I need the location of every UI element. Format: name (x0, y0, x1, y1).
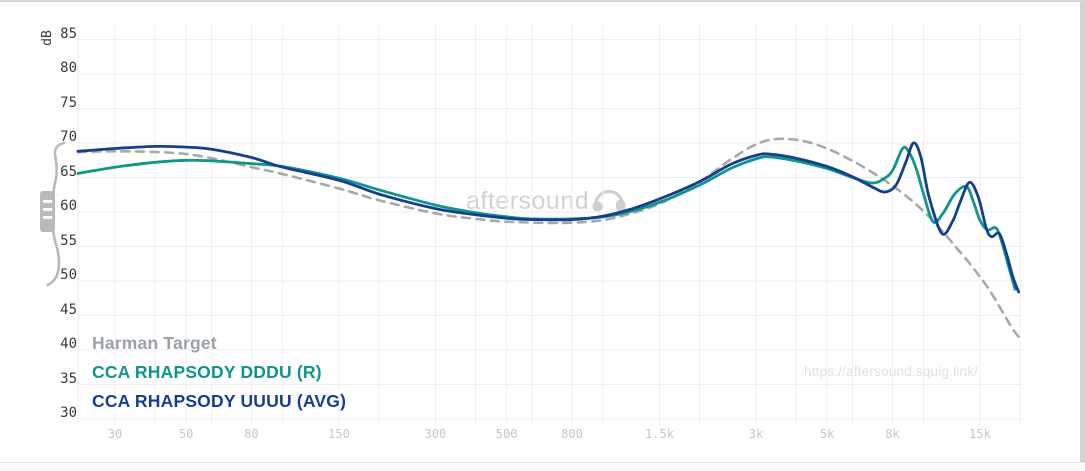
vertical-scrollbar[interactable] (1080, 2, 1085, 471)
ear-icon (40, 141, 66, 287)
legend-item-harman-target[interactable]: Harman Target (92, 333, 217, 353)
legend-item-cca-rhapsody-dddu-r[interactable]: CCA RHAPSODY DDDU (R) (92, 362, 322, 382)
watermark: aftersound (466, 184, 626, 219)
curve-cca-rhapsody-uuuu-avg- (76, 141, 1021, 294)
legend: Harman Target CCA RHAPSODY DDDU (R) CCA … (92, 0, 492, 471)
panel-top-border (0, 0, 1085, 2)
watermark-text: aftersound (466, 187, 590, 215)
site-url: https://aftersound.squig.link/ (804, 364, 979, 379)
legend-item-cca-rhapsody-uuuu-avg[interactable]: CCA RHAPSODY UUUU (AVG) (92, 391, 347, 411)
panel-bottom-border (0, 462, 1085, 471)
curve-harman-target (76, 137, 1020, 339)
headphones-icon (592, 184, 626, 219)
